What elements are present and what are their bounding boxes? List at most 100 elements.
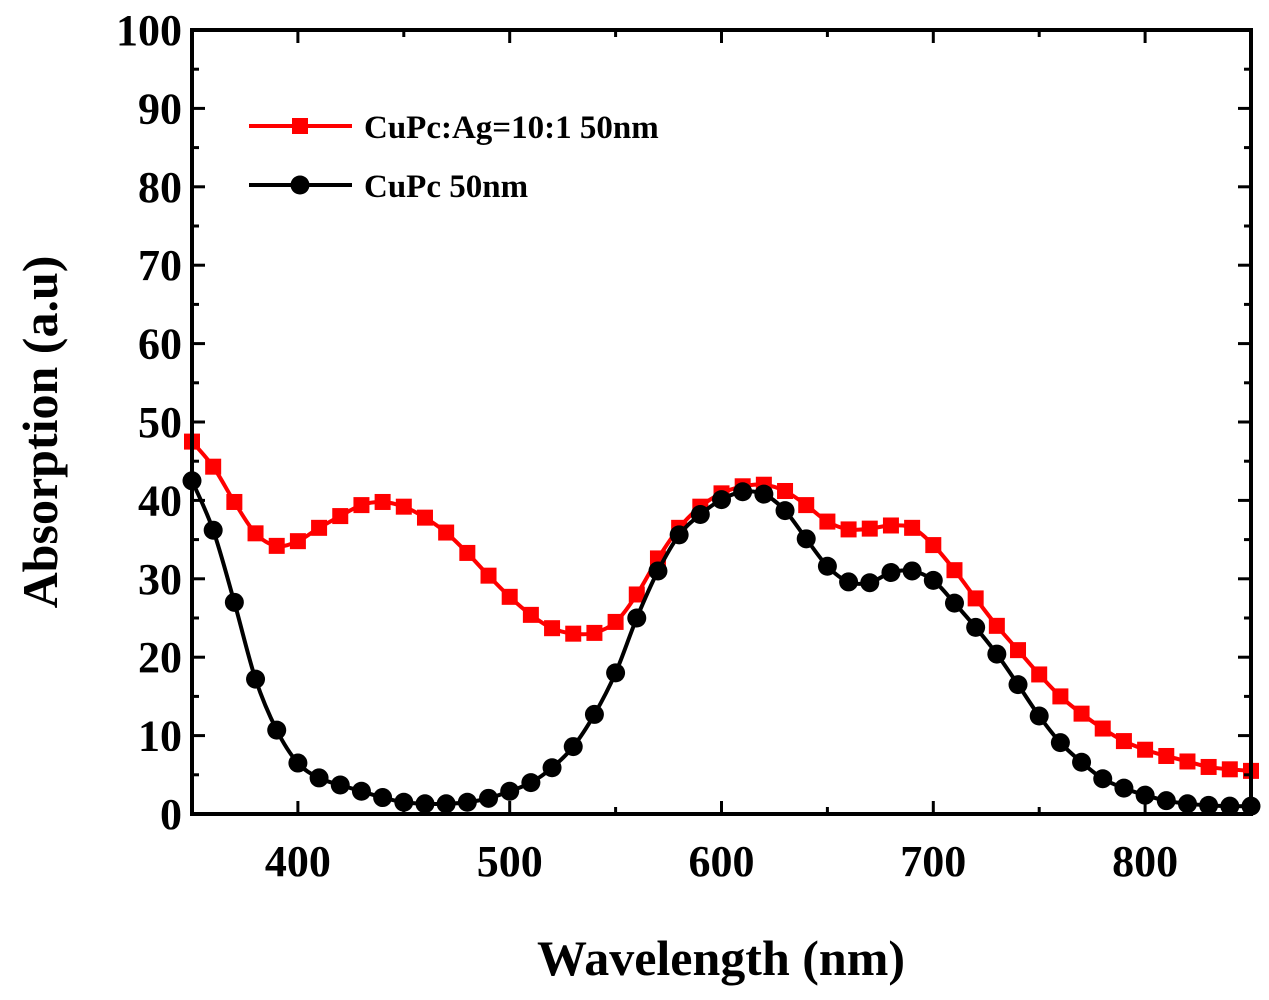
data-point (1031, 666, 1048, 683)
x-tick-label: 700 (900, 837, 966, 886)
data-point (584, 704, 604, 724)
data-point (860, 573, 880, 593)
y-tick-label: 30 (138, 555, 182, 604)
data-point (839, 572, 859, 592)
data-point (606, 663, 626, 683)
data-point (1072, 752, 1092, 772)
y-tick-label: 20 (138, 633, 182, 682)
data-point (395, 498, 412, 515)
data-point (944, 593, 964, 613)
data-point (1052, 688, 1069, 705)
x-tick-label: 500 (477, 837, 543, 886)
data-point (987, 644, 1007, 664)
data-point (394, 792, 414, 812)
data-point (754, 484, 774, 504)
data-point (733, 482, 753, 502)
data-point (1177, 794, 1197, 814)
data-point (247, 525, 264, 542)
data-point (1073, 705, 1090, 722)
data-point (268, 537, 285, 554)
data-point (565, 625, 582, 642)
data-point (690, 505, 710, 525)
x-tick-label: 600 (689, 837, 755, 886)
data-point (777, 482, 794, 499)
legend-label: CuPc:Ag=10:1 50nm (364, 110, 659, 146)
data-point (881, 563, 901, 583)
data-point (966, 617, 986, 637)
data-point (436, 794, 456, 814)
x-tick-label: 400 (265, 837, 331, 886)
x-tick-label: 800 (1112, 837, 1178, 886)
data-point (988, 617, 1005, 634)
data-point (542, 758, 562, 778)
data-point (353, 497, 370, 514)
data-point (521, 773, 541, 793)
data-point (522, 606, 539, 623)
data-point (861, 520, 878, 537)
axis-layer: 0 10 20 30 40 50 60 70 80 90 100 400 500 600 700 800 (116, 6, 1253, 886)
data-point (1158, 747, 1175, 764)
data-point (669, 525, 689, 545)
data-point (882, 517, 899, 534)
y-tick-label: 60 (138, 320, 182, 369)
x-axis-title: Wavelength (nm) (537, 930, 905, 986)
data-point (267, 720, 287, 740)
data-point (224, 592, 244, 612)
data-point (1199, 795, 1219, 815)
series-1 (184, 433, 1259, 779)
series-line (190, 480, 1252, 809)
data-point (203, 520, 223, 540)
data-point (459, 544, 476, 561)
data-point (289, 533, 306, 550)
series-2 (182, 471, 1261, 816)
data-point (416, 509, 433, 526)
data-point (1137, 741, 1154, 758)
data-point (923, 570, 943, 590)
data-point (796, 529, 816, 549)
data-point (501, 588, 518, 605)
data-point (1010, 642, 1027, 659)
data-point (205, 458, 222, 475)
y-tick-label: 90 (138, 84, 182, 133)
legend-marker (292, 118, 308, 134)
legend-marker (290, 175, 310, 195)
data-point (902, 561, 922, 581)
y-tick-label: 10 (138, 712, 182, 761)
data-point (586, 624, 603, 641)
plot-frame (190, 28, 1253, 816)
data-point (628, 586, 645, 603)
data-point (798, 497, 815, 514)
data-point (925, 537, 942, 554)
y-tick-label: 70 (138, 241, 182, 290)
data-point (946, 562, 963, 579)
data-point (311, 519, 328, 536)
data-point (500, 781, 520, 801)
data-point (438, 524, 455, 541)
data-point (374, 493, 391, 510)
data-point (607, 613, 624, 630)
data-point (904, 519, 921, 536)
data-point (967, 590, 984, 607)
data-point (226, 493, 243, 510)
data-point (479, 788, 499, 808)
data-point (648, 561, 668, 581)
data-point (627, 608, 647, 628)
data-point (817, 556, 837, 576)
data-point (563, 737, 583, 757)
y-axis-title: Absorption (a.u) (12, 256, 68, 609)
data-point (330, 775, 350, 795)
data-point (480, 567, 497, 584)
data-point (712, 490, 731, 510)
data-point (544, 620, 561, 637)
data-point (1220, 796, 1240, 816)
data-point (1200, 758, 1217, 775)
data-point (1008, 675, 1028, 695)
data-point (1221, 761, 1238, 778)
data-point (775, 501, 795, 521)
data-point (1156, 791, 1176, 811)
data-point (415, 794, 435, 814)
data-point (840, 521, 857, 538)
data-point (457, 792, 477, 812)
legend-label: CuPc 50nm (364, 169, 528, 205)
data-point (288, 753, 308, 773)
